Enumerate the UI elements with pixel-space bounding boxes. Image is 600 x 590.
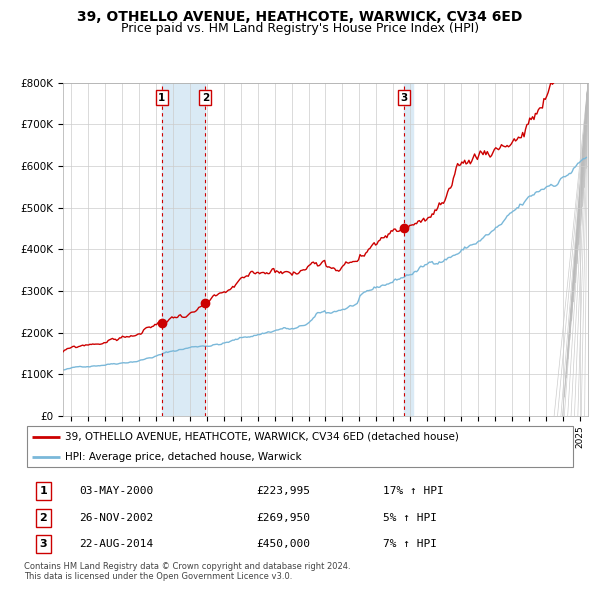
Text: HPI: Average price, detached house, Warwick: HPI: Average price, detached house, Warw…	[65, 452, 302, 462]
FancyBboxPatch shape	[27, 426, 573, 467]
Text: 5% ↑ HPI: 5% ↑ HPI	[383, 513, 437, 523]
Text: 39, OTHELLO AVENUE, HEATHCOTE, WARWICK, CV34 6ED (detached house): 39, OTHELLO AVENUE, HEATHCOTE, WARWICK, …	[65, 432, 459, 442]
Text: This data is licensed under the Open Government Licence v3.0.: This data is licensed under the Open Gov…	[24, 572, 292, 581]
Text: 17% ↑ HPI: 17% ↑ HPI	[383, 486, 443, 496]
Text: 03-MAY-2000: 03-MAY-2000	[79, 486, 154, 496]
Text: 22-AUG-2014: 22-AUG-2014	[79, 539, 154, 549]
Text: 2: 2	[40, 513, 47, 523]
Text: 1: 1	[158, 93, 166, 103]
Bar	[162, 83, 205, 416]
Text: 7% ↑ HPI: 7% ↑ HPI	[383, 539, 437, 549]
Bar	[404, 83, 413, 416]
Text: £269,950: £269,950	[256, 513, 310, 523]
Text: 3: 3	[400, 93, 408, 103]
Text: 2: 2	[202, 93, 209, 103]
Text: 26-NOV-2002: 26-NOV-2002	[79, 513, 154, 523]
Text: 1: 1	[40, 486, 47, 496]
Text: Price paid vs. HM Land Registry's House Price Index (HPI): Price paid vs. HM Land Registry's House …	[121, 22, 479, 35]
Text: £450,000: £450,000	[256, 539, 310, 549]
Text: 3: 3	[40, 539, 47, 549]
Text: Contains HM Land Registry data © Crown copyright and database right 2024.: Contains HM Land Registry data © Crown c…	[24, 562, 350, 571]
Text: 39, OTHELLO AVENUE, HEATHCOTE, WARWICK, CV34 6ED: 39, OTHELLO AVENUE, HEATHCOTE, WARWICK, …	[77, 10, 523, 24]
Text: £223,995: £223,995	[256, 486, 310, 496]
